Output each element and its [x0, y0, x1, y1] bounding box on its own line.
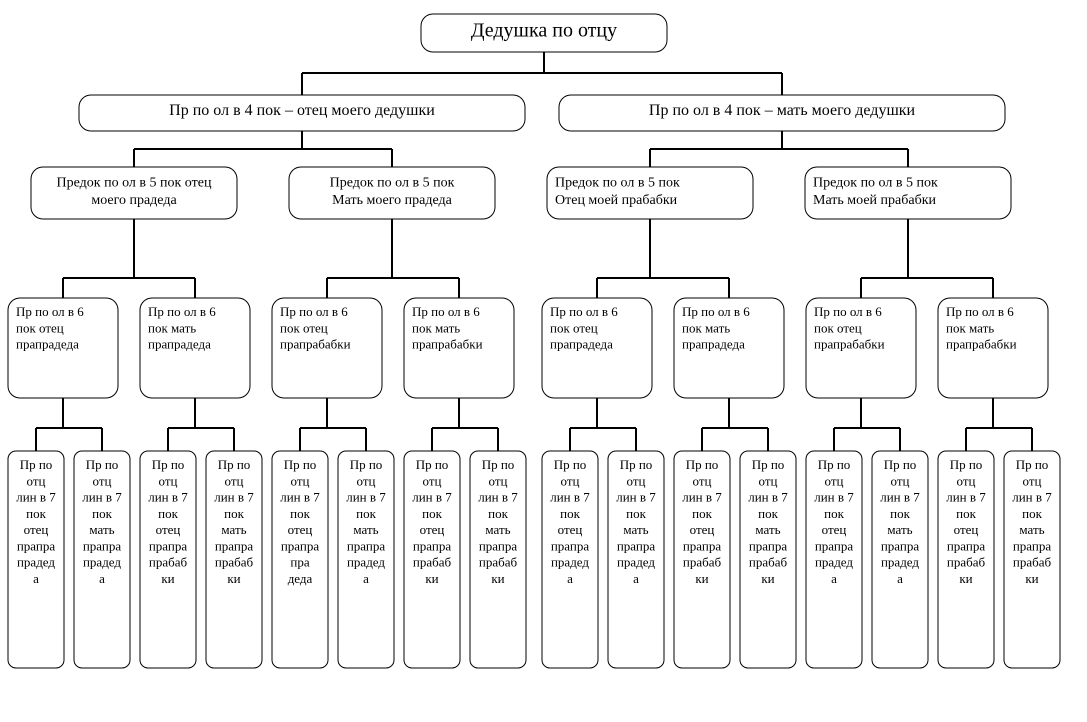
node-l5_2: Пр поотцлин в 7покотецпрапрапрабабки [140, 451, 196, 668]
node-l5_0: Пр поотцлин в 7покотецпрапрапрадеда [8, 451, 64, 668]
node-l5_7: Пр поотцлин в 7покматьпрапрапрабабки [470, 451, 526, 668]
node-l4_6: Пр по ол в 6пок отецпрапрабабки [806, 298, 916, 398]
nodes-layer: Дедушка по отцу Пр по ол в 4 пок – отец м… [8, 14, 1060, 668]
node-l5_4: Пр поотцлин в 7покотецпрапрапрадеда [272, 451, 328, 668]
edge-l3_3 [861, 219, 993, 298]
node-l5_10: Пр поотцлин в 7покотецпрапрапрабабки [674, 451, 730, 668]
node-l5_11: Пр поотцлин в 7покматьпрапрапрабабки [740, 451, 796, 668]
edge-l4_4 [570, 398, 636, 451]
node-l4_2: Пр по ол в 6пок отецпрапрабабки [272, 298, 382, 398]
node-label-l2_1: Пр по ол в 4 пок – мать моего дедушки [649, 102, 916, 119]
node-l4_7: Пр по ол в 6пок матьпрапрабабки [938, 298, 1048, 398]
node-l2_0: Пр по ол в 4 пок – отец моего дедушки [79, 95, 525, 131]
node-l4_3: Пр по ол в 6пок матьпрапрабабки [404, 298, 514, 398]
node-l5_3: Пр поотцлин в 7покматьпрапрапрабабки [206, 451, 262, 668]
node-l3_1: Предок по ол в 5 покМать моего прадеда [289, 167, 495, 219]
edge-l4_3 [432, 398, 498, 451]
node-l5_13: Пр поотцлин в 7покматьпрапрапрадеда [872, 451, 928, 668]
node-l2_1: Пр по ол в 4 пок – мать моего дедушки [559, 95, 1005, 131]
edge-l2_0 [134, 131, 392, 167]
edge-l4_2 [300, 398, 366, 451]
edge-l4_7 [966, 398, 1032, 451]
edge-l4_6 [834, 398, 900, 451]
node-l3_0: Предок по ол в 5 пок отецмоего прадеда [31, 167, 237, 219]
node-l5_1: Пр поотцлин в 7покматьпрапрапрадеда [74, 451, 130, 668]
node-label-root: Дедушка по отцу [471, 19, 617, 41]
edge-l4_5 [702, 398, 768, 451]
node-l5_14: Пр поотцлин в 7покотецпрапрапрабабки [938, 451, 994, 668]
edge-l4_1 [168, 398, 234, 451]
node-l4_1: Пр по ол в 6пок матьпрапрадеда [140, 298, 250, 398]
node-l5_15: Пр поотцлин в 7покматьпрапрапрабабки [1004, 451, 1060, 668]
node-l4_5: Пр по ол в 6пок матьпрапрадеда [674, 298, 784, 398]
edge-l3_2 [597, 219, 729, 298]
node-l5_9: Пр поотцлин в 7покматьпрапрапрадеда [608, 451, 664, 668]
edge-l2_1 [650, 131, 908, 167]
node-l4_4: Пр по ол в 6пок отецпрапрадеда [542, 298, 652, 398]
node-l4_0: Пр по ол в 6пок отецпрапрадеда [8, 298, 118, 398]
node-l3_2: Предок по ол в 5 покОтец моей прабабки [547, 167, 753, 219]
node-l3_3: Предок по ол в 5 покМать моей прабабки [805, 167, 1011, 219]
node-root: Дедушка по отцу [421, 14, 667, 52]
family-tree-diagram: Дедушка по отцу Пр по ол в 4 пок – отец м… [0, 0, 1087, 722]
node-l5_12: Пр поотцлин в 7покотецпрапрапрадеда [806, 451, 862, 668]
node-label-l2_0: Пр по ол в 4 пок – отец моего дедушки [169, 102, 435, 119]
edge-l4_0 [36, 398, 102, 451]
node-l5_6: Пр поотцлин в 7покотецпрапрапрабабки [404, 451, 460, 668]
edge-l3_0 [63, 219, 195, 298]
node-l5_8: Пр поотцлин в 7покотецпрапрапрадеда [542, 451, 598, 668]
edge-root [302, 52, 782, 95]
node-l5_5: Пр поотцлин в 7покматьпрапрапрадеда [338, 451, 394, 668]
edge-l3_1 [327, 219, 459, 298]
